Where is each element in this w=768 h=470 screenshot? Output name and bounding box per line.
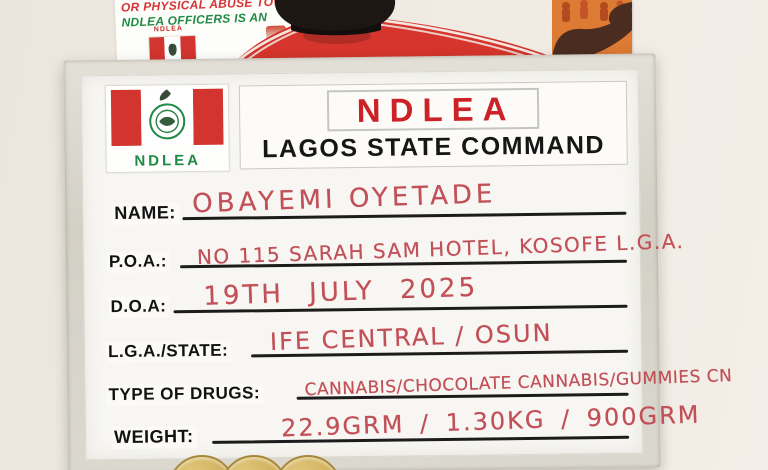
agency-title: NDLEA: [326, 87, 540, 132]
exhibit-tin: [220, 455, 288, 470]
exhibit-tins: [168, 455, 368, 470]
field-label-weight: WEIGHT:: [111, 426, 197, 450]
field-row-name: NAME: OBAYEMI OYETADE: [82, 169, 641, 226]
field-row-doa: D.O.A: 19TH JULY 2025: [83, 262, 642, 319]
field-value-weight: 22.9GRM / 1.30KG / 900GRM: [280, 400, 701, 443]
banner-flag-caption: NDLEA: [153, 25, 184, 34]
board-header: NDLEA LAGOS STATE COMMAND: [238, 80, 628, 170]
ndlea-flag-emblem-icon: [110, 88, 224, 147]
hands-poster: [552, 0, 632, 60]
field-row-poa: P.O.A.: NO 115 SARAH SAM HOTEL, KOSOFE L…: [82, 217, 685, 274]
field-row-weight: WEIGHT: 22.9GRM / 1.30KG / 900GRM: [85, 393, 701, 450]
field-value-doa: 19TH JULY 2025: [202, 272, 479, 312]
hands-poster-graphic: [552, 0, 632, 60]
ndlea-logo: NDLEA: [104, 83, 230, 174]
charge-board-surface: NDLEA NDLEA LAGOS STATE COMMAND NAME: OB…: [80, 68, 733, 461]
ndlea-logo-caption: NDLEA: [134, 151, 202, 170]
exhibit-tin: [274, 455, 342, 470]
charge-board: NDLEA NDLEA LAGOS STATE COMMAND NAME: OB…: [63, 53, 733, 470]
command-title: LAGOS STATE COMMAND: [262, 131, 606, 164]
